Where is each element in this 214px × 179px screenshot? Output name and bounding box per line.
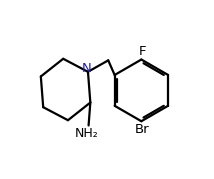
Text: N: N	[82, 62, 91, 76]
Text: F: F	[138, 45, 146, 58]
Text: NH₂: NH₂	[75, 127, 99, 140]
Text: Br: Br	[135, 123, 150, 136]
